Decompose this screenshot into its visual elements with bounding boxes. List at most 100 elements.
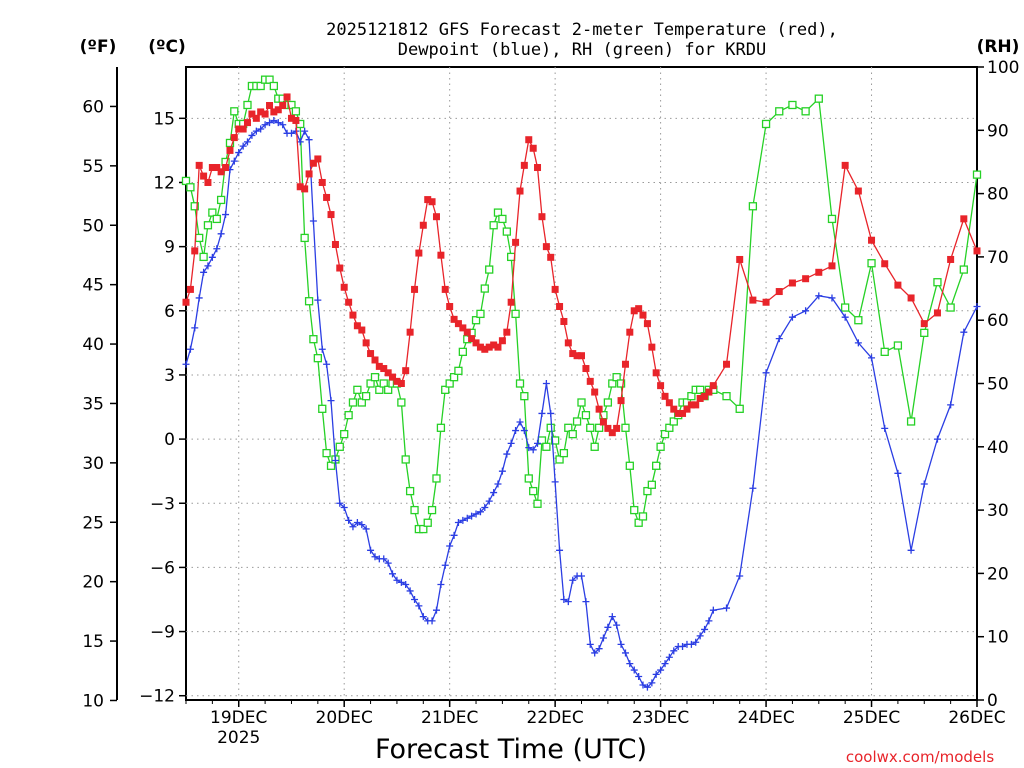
dewpoint-point	[947, 401, 955, 409]
dewpoint-point	[362, 525, 370, 533]
dewpoint-point	[608, 613, 616, 621]
celsius-tick-label: 3	[164, 366, 175, 386]
temperature-point	[520, 161, 528, 169]
fahrenheit-tick-label: 50	[82, 216, 104, 236]
rh-point	[634, 518, 643, 527]
temperature-point	[534, 164, 542, 172]
temperature-point	[749, 296, 757, 304]
rh-point	[432, 474, 441, 483]
temperature-point	[648, 343, 656, 351]
temperature-line	[185, 94, 978, 434]
dewpoint-point	[556, 546, 564, 554]
dewpoint-point	[692, 638, 700, 646]
temperature-point	[367, 350, 375, 358]
dewpoint-point	[406, 587, 414, 595]
celsius-tick-label: 6	[164, 302, 175, 322]
rh-point	[384, 385, 393, 394]
rh-point	[643, 486, 652, 496]
rh-point	[946, 303, 955, 312]
dewpoint-point	[367, 546, 375, 554]
dewpoint-point	[815, 292, 823, 300]
rh-point	[520, 392, 529, 401]
temperature-point	[340, 283, 348, 291]
dewpoint-point	[437, 581, 445, 589]
rh-point	[801, 107, 810, 116]
dewpoint-point	[630, 666, 638, 674]
rh-tick-label: 60	[987, 311, 1009, 331]
temperature-point	[705, 388, 713, 396]
temperature-point	[736, 255, 744, 263]
dewpoint-point	[446, 542, 454, 550]
temperature-point	[287, 114, 295, 122]
temperature-series	[182, 93, 981, 437]
temperature-point	[336, 264, 344, 272]
temperature-point	[591, 388, 599, 396]
rh-point	[291, 107, 301, 116]
dewpoint-point	[881, 424, 889, 432]
temperature-point	[195, 161, 203, 169]
celsius-tick-label: 0	[164, 430, 175, 450]
dewpoint-point	[274, 119, 282, 127]
temperature-point	[283, 93, 291, 101]
celsius-tick-label: −9	[150, 623, 175, 643]
celsius-tick-label: −6	[150, 558, 175, 578]
rh-point	[696, 385, 705, 394]
dewpoint-point	[432, 606, 440, 614]
temperature-point	[472, 339, 480, 347]
temperature-point	[595, 405, 603, 413]
temperature-point	[775, 288, 783, 296]
temperature-point	[270, 108, 278, 116]
dewpoint-point	[186, 345, 194, 353]
dewpoint-point	[393, 576, 401, 584]
rh-point	[326, 461, 336, 470]
dewpoint-point	[301, 127, 309, 135]
temperature-point	[182, 298, 190, 306]
date-tick-label: 20DEC	[316, 708, 373, 728]
dewpoint-point	[933, 435, 941, 443]
dewpoint-point	[920, 480, 928, 488]
temperature-point	[274, 106, 282, 114]
rh-point	[203, 221, 213, 230]
rh-point	[458, 347, 468, 357]
rh-point	[564, 423, 573, 432]
fahrenheit-tick-label: 35	[82, 394, 104, 414]
temperature-point	[661, 392, 669, 400]
temperature-point	[375, 362, 383, 370]
dewpoint-point	[230, 157, 238, 165]
rh-point	[357, 398, 366, 407]
dewpoint-point	[604, 623, 612, 631]
rh-point	[401, 455, 410, 464]
temperature-point	[670, 405, 678, 413]
rh-tick-label: 70	[987, 248, 1009, 268]
rh-point	[647, 480, 656, 489]
temperature-point	[604, 424, 612, 432]
dewpoint-point	[266, 119, 274, 127]
rh-tick-label: 40	[987, 438, 1009, 458]
dewpoint-point	[195, 294, 203, 302]
rh-point	[542, 442, 551, 451]
fahrenheit-tick-label: 55	[82, 157, 104, 177]
dewpoint-point	[468, 512, 476, 520]
temperature-point	[266, 101, 274, 109]
temperature-point	[415, 249, 423, 257]
dewpoint-point	[454, 519, 462, 527]
celsius-tick-label: 12	[153, 173, 175, 193]
dewpoint-point	[854, 339, 862, 347]
dewpoint-point	[411, 595, 419, 603]
rh-point	[397, 398, 406, 407]
temperature-point	[933, 309, 941, 317]
dewpoint-point	[960, 328, 968, 336]
temperature-point	[323, 193, 331, 201]
rh-point	[480, 284, 489, 293]
dewpoint-point	[490, 489, 498, 497]
rh-point	[348, 398, 358, 407]
temperature-point	[393, 377, 401, 385]
rh-point	[630, 505, 639, 515]
date-tick-label: 25DEC	[843, 708, 900, 728]
rh-point	[230, 107, 239, 116]
temperature-point	[261, 110, 269, 118]
dewpoint-point	[331, 456, 339, 464]
temperature-point	[652, 369, 660, 377]
rh-point	[300, 233, 309, 243]
